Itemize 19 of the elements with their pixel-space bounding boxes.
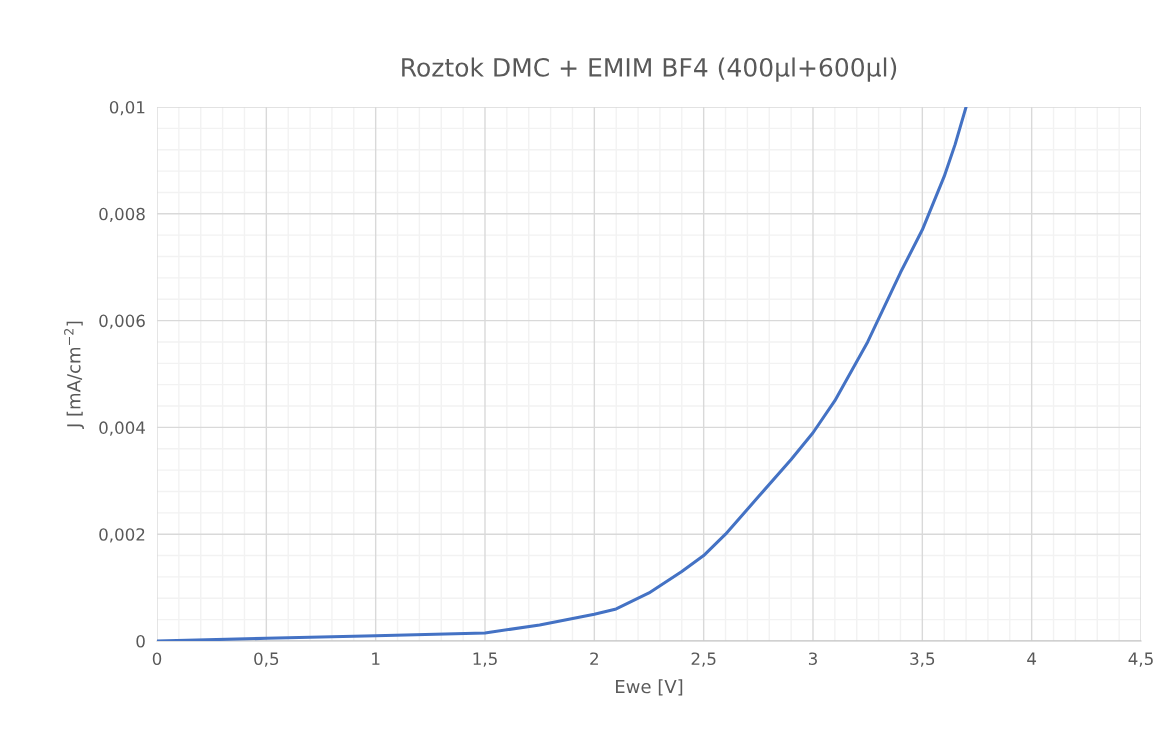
- x-tick-label: 1: [372, 652, 380, 665]
- x-tick-label: 3,5: [910, 652, 935, 667]
- x-tick-label: 2: [590, 652, 598, 665]
- y-tick-label: 0: [136, 634, 145, 648]
- y-tick-label: 0,01: [109, 100, 145, 116]
- y-tick-label: 0,004: [99, 421, 145, 436]
- x-tick-label: 0,5: [254, 652, 279, 667]
- x-tick-label: 2,5: [691, 652, 716, 667]
- chart-title: Roztok DMC + EMIM BF4 (400µl+600µl): [402, 57, 897, 82]
- y-tick-label: 0,008: [99, 207, 145, 223]
- x-tick-label: 1,5: [473, 652, 497, 667]
- y-tick-label: 0,006: [99, 314, 145, 329]
- x-axis-title: Ewe [V]: [616, 679, 683, 696]
- x-tick-label: 4: [1027, 652, 1037, 665]
- x-tick-label: 0: [152, 652, 162, 666]
- x-tick-label: 4,5: [1128, 652, 1153, 667]
- y-tick-label: 0,002: [99, 528, 145, 543]
- y-axis-title: J [mA/cm$^{−2}$]: [64, 321, 84, 430]
- x-tick-label: 3: [808, 652, 817, 666]
